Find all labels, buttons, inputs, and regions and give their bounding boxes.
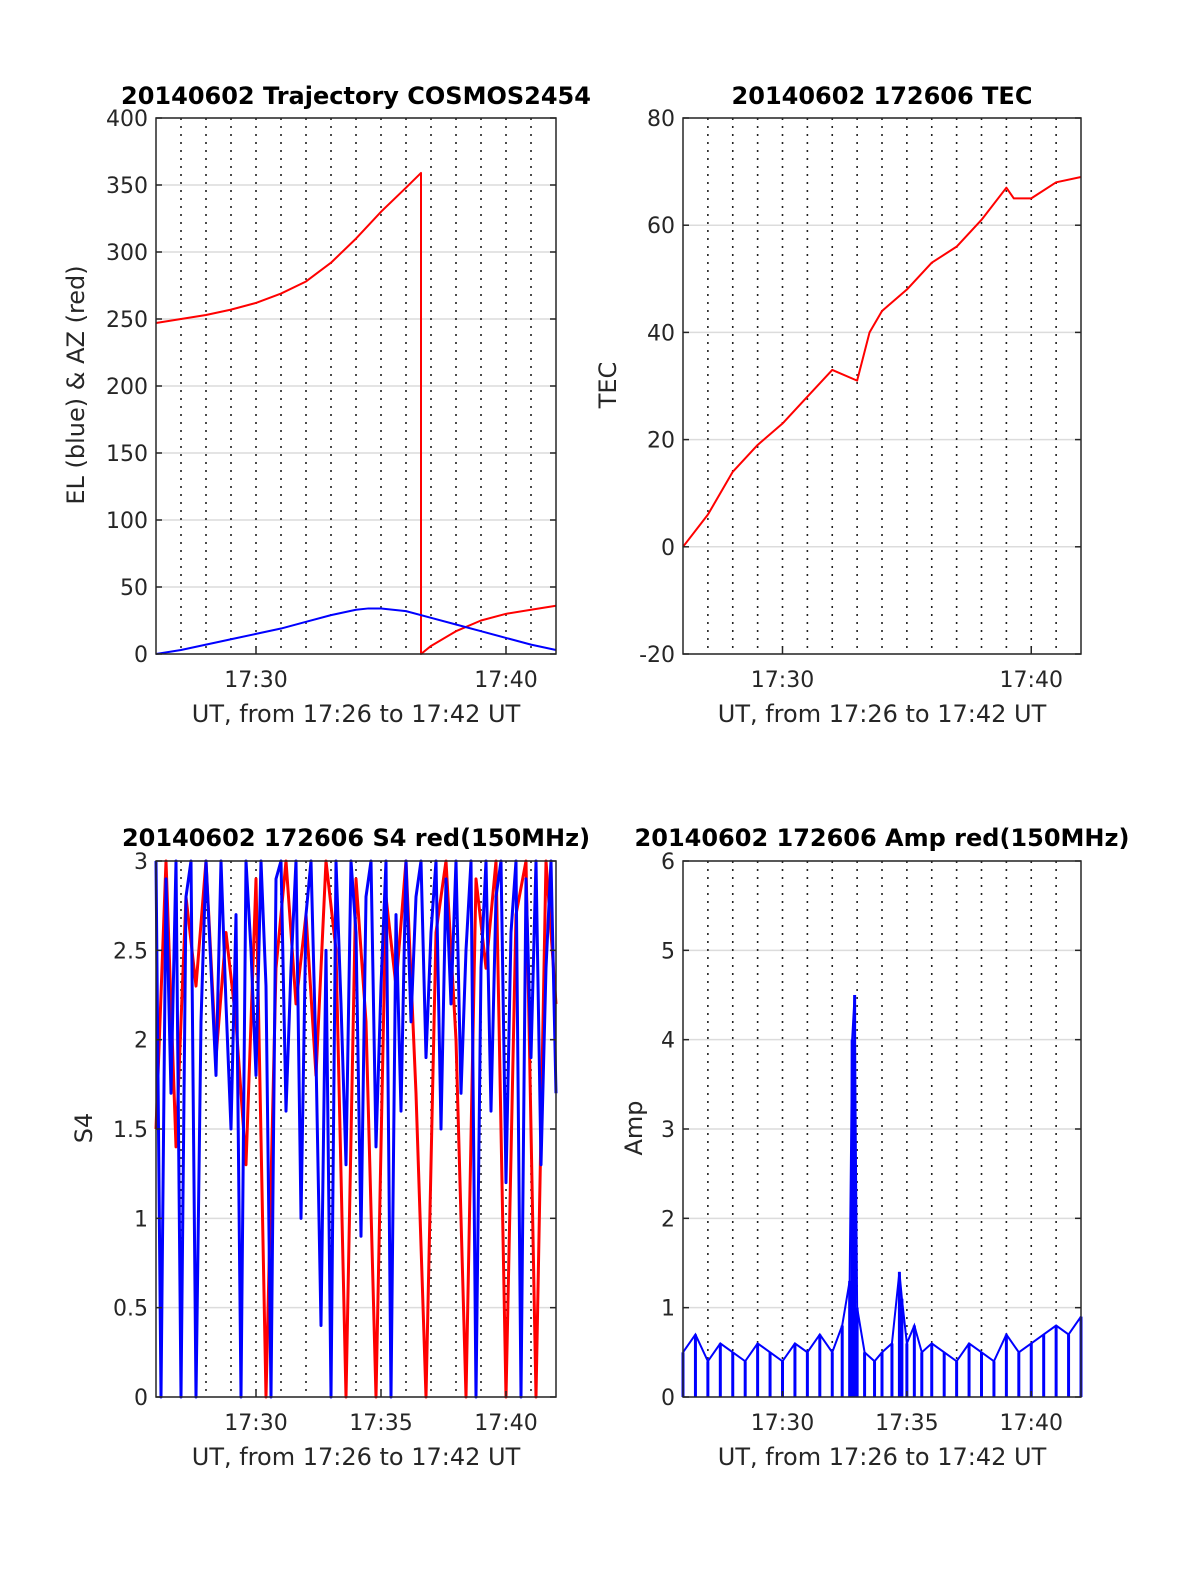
y-tick-label: 1	[661, 1297, 675, 1322]
x-tick-label: 17:35	[875, 1411, 938, 1436]
y-tick-label: 200	[106, 375, 148, 400]
x-tick-label: 17:40	[1000, 1411, 1063, 1436]
panel-trajectory: 20140602 Trajectory COSMOS2454 0 50 100 150…	[62, 82, 591, 728]
y-tick-label: 300	[106, 241, 148, 266]
panel-2-xlabel: UT, from 17:26 to 17:42 UT	[718, 700, 1047, 728]
panel-2-title: 20140602 172606 TEC	[732, 82, 1033, 110]
x-tick-label: 17:40	[474, 668, 537, 693]
panel-4-title: 20140602 172606 Amp red(150MHz)	[635, 824, 1130, 852]
panel-tec: 20140602 172606 TEC -20 0 20 40 60 80 17:30 17:…	[594, 82, 1082, 728]
panel-3-xlabel: UT, from 17:26 to 17:42 UT	[192, 1443, 521, 1471]
panel-2-ylabel: TEC	[594, 362, 622, 410]
y-tick-label: 400	[106, 107, 148, 132]
panel-1-ylabel: EL (blue) & AZ (red)	[62, 265, 90, 504]
y-tick-label: 100	[106, 509, 148, 534]
y-tick-label: 5	[661, 939, 675, 964]
series-blue-line	[155, 607, 557, 655]
axes-box	[682, 117, 1082, 655]
y-tick-label: 80	[647, 107, 675, 132]
y-tick-label: 4	[661, 1029, 675, 1054]
x-tick-label: 17:40	[474, 1411, 537, 1436]
y-tick-label: 50	[120, 576, 148, 601]
plot-area-4: 0 1 2 3 4 5 6 17:30 17:35 17:40	[661, 850, 1083, 1436]
y-tick-label: 3	[134, 850, 148, 875]
x-tick-label: 17:30	[751, 668, 814, 693]
plot-area-2: -20 0 20 40 60 80 17:30 17:40	[639, 107, 1082, 693]
panel-3-title: 20140602 172606 S4 red(150MHz)	[122, 824, 590, 852]
plot-area-3: 0 0.5 1 1.5 2 2.5 3 17:30 17:35 17:40	[113, 850, 558, 1436]
y-tick-label: 0	[134, 1386, 148, 1411]
y-tick-label: 1.5	[113, 1118, 148, 1143]
y-tick-label: 3	[661, 1118, 675, 1143]
y-tick-label: 0.5	[113, 1297, 148, 1322]
y-tick-label: 2	[134, 1029, 148, 1054]
panel-1-xlabel: UT, from 17:26 to 17:42 UT	[192, 700, 521, 728]
x-tick-label: 17:35	[349, 1411, 412, 1436]
panel-1-title: 20140602 Trajectory COSMOS2454	[121, 82, 591, 110]
series-red-line	[155, 171, 557, 655]
y-tick-label: 150	[106, 442, 148, 467]
x-tick-label: 17:40	[1000, 668, 1063, 693]
panel-amp: 20140602 172606 Amp red(150MHz) 0 1 2 3 4 5 6 1…	[620, 824, 1129, 1471]
y-tick-label: 0	[661, 1386, 675, 1411]
y-tick-label: -20	[639, 643, 675, 668]
x-tick-label: 17:30	[751, 1411, 814, 1436]
series-red-line	[682, 175, 1082, 548]
y-tick-label: 2.5	[113, 939, 148, 964]
panel-s4: 20140602 172606 S4 red(150MHz) 0 0.5 1 1.5 2…	[70, 824, 590, 1471]
y-tick-label: 2	[661, 1207, 675, 1232]
x-tick-label: 17:30	[224, 668, 287, 693]
series-red-line	[154, 859, 558, 1399]
x-tick-label: 17:30	[224, 1411, 287, 1436]
y-tick-label: 1	[134, 1207, 148, 1232]
plot-area-1: 0 50 100 150 200 250 300 350 400 17:30 17:40	[106, 107, 557, 693]
y-tick-label: 250	[106, 308, 148, 333]
amp-series-line	[682, 994, 1082, 1364]
y-tick-label: 350	[106, 174, 148, 199]
y-tick-label: 20	[647, 429, 675, 454]
panel-3-ylabel: S4	[70, 1113, 98, 1144]
y-tick-label: 6	[661, 850, 675, 875]
y-tick-label: 0	[661, 536, 675, 561]
y-tick-label: 40	[647, 321, 675, 346]
y-tick-label: 60	[647, 214, 675, 239]
y-tick-label: 0	[134, 643, 148, 668]
panel-4-xlabel: UT, from 17:26 to 17:42 UT	[718, 1443, 1047, 1471]
series-blue-line	[154, 859, 558, 1399]
panel-4-ylabel: Amp	[620, 1100, 648, 1155]
